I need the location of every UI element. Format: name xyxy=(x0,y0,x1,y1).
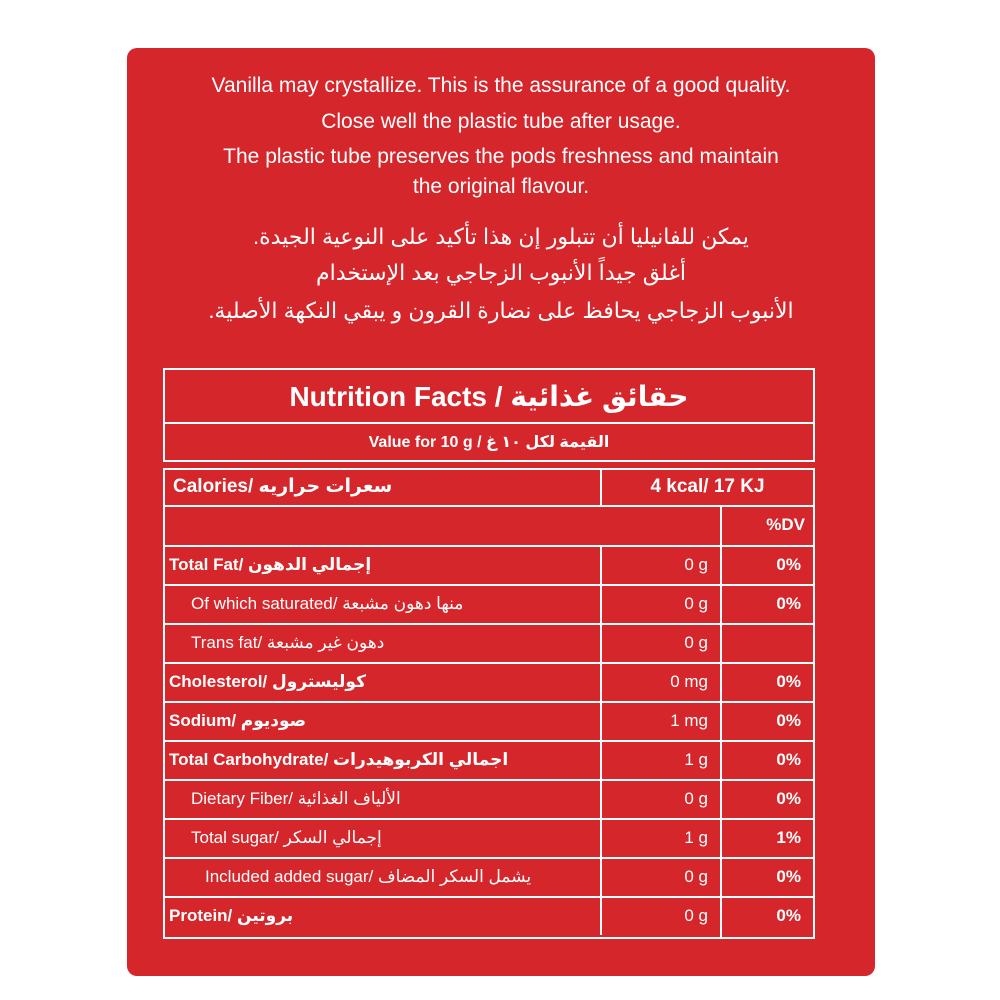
divider xyxy=(600,818,602,857)
divider xyxy=(163,623,815,625)
nutrient-dv: 0% xyxy=(776,749,801,769)
nutrient-amount: 1 g xyxy=(684,749,708,769)
nutrient-amount: 0 g xyxy=(684,905,708,925)
nutrient-amount: 0 mg xyxy=(670,671,708,691)
nutrient-label: Dietary Fiber/ الألياف الغذائية xyxy=(191,788,401,808)
divider xyxy=(163,818,815,820)
divider xyxy=(163,779,815,781)
divider xyxy=(600,779,602,818)
calories-label: Calories/ سعرات حراريه xyxy=(173,476,393,497)
nutrient-label: Sodium/ صوديوم xyxy=(169,710,307,730)
divider xyxy=(163,662,815,664)
divider xyxy=(600,468,602,505)
divider xyxy=(600,701,602,740)
divider xyxy=(600,662,602,701)
divider xyxy=(163,545,815,547)
note-arabic: الأنبوب الزجاجي يحافظ على نضارة القرون و… xyxy=(208,298,794,323)
nutrient-label: Of which saturated/ منها دهون مشبعة xyxy=(191,593,464,613)
nutrient-label: Included added sugar/ يشمل السكر المضاف xyxy=(205,866,532,886)
table-body-box xyxy=(163,468,815,939)
divider xyxy=(600,545,602,584)
divider xyxy=(163,896,815,898)
product-label: Vanilla may crystallize. This is the ass… xyxy=(127,48,875,976)
note-arabic: يمكن للفانيليا أن تتبلور إن هذا تأكيد عل… xyxy=(253,224,749,249)
nutrient-amount: 0 g xyxy=(684,554,708,574)
nutrient-amount: 0 g xyxy=(684,866,708,886)
nutrient-amount: 1 mg xyxy=(670,710,708,730)
divider xyxy=(600,740,602,779)
nutrient-label: Total Fat/ إجمالي الدهون xyxy=(169,554,372,574)
divider xyxy=(600,896,602,935)
divider xyxy=(163,584,815,586)
nutrient-dv: 1% xyxy=(776,827,801,847)
divider xyxy=(163,701,815,703)
divider xyxy=(163,740,815,742)
note-english: the original flavour. xyxy=(412,175,590,198)
nutrient-label: Trans fat/ دهون غير مشبعة xyxy=(191,632,385,652)
nutrient-dv: 0% xyxy=(776,710,801,730)
note-english: Close well the plastic tube after usage. xyxy=(321,110,681,133)
nutrient-amount: 0 g xyxy=(684,593,708,613)
divider xyxy=(600,857,602,896)
dv-header: %DV xyxy=(766,515,805,534)
table-header-box xyxy=(163,368,815,462)
nutrient-dv: 0% xyxy=(776,905,801,925)
serving-size: Value for 10 g / القيمة لكل ١٠ غ xyxy=(368,434,610,451)
calories-value: 4 kcal/ 17 KJ xyxy=(650,475,765,497)
nutrient-dv: 0% xyxy=(776,788,801,808)
nutrient-label: Total Carbohydrate/ اجمالي الكربوهيدرات xyxy=(169,749,509,769)
note-english: Vanilla may crystallize. This is the ass… xyxy=(211,74,791,97)
nutrient-label: Total sugar/ إجمالي السكر xyxy=(191,827,382,847)
nutrient-amount: 0 g xyxy=(684,788,708,808)
nutrient-label: Protein/ بروتين xyxy=(169,905,294,925)
divider xyxy=(600,584,602,623)
nutrient-dv: 0% xyxy=(776,866,801,886)
divider xyxy=(600,623,602,662)
nutrient-dv: 0% xyxy=(776,554,801,574)
nutrient-dv: 0% xyxy=(776,593,801,613)
divider xyxy=(720,505,722,937)
nutrient-amount: 1 g xyxy=(684,827,708,847)
nutrient-amount: 0 g xyxy=(684,632,708,652)
note-english: The plastic tube preserves the pods fres… xyxy=(223,145,779,168)
note-arabic: أغلق جيداً الأنبوب الزجاجي بعد الإستخدام xyxy=(316,260,686,285)
divider xyxy=(163,857,815,859)
divider xyxy=(163,422,815,424)
divider xyxy=(163,505,815,507)
nutrient-dv: 0% xyxy=(776,671,801,691)
table-title: Nutrition Facts / حقائق غذائية xyxy=(289,380,689,412)
nutrient-label: Cholesterol/ كوليسترول xyxy=(169,671,366,691)
